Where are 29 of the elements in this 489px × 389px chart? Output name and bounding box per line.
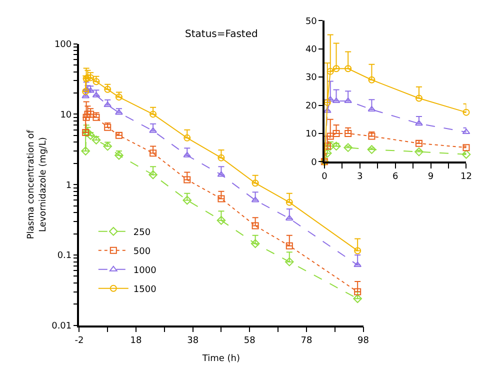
x-tick-label: 3 [357,172,363,182]
y-tick-label: 0.01 [52,322,72,332]
legend-label: 1000 [133,266,157,276]
legend-label: 1500 [133,284,157,295]
x-tick-label: 0 [322,172,328,182]
y-axis-title: Plasma concentration of Levornidazole (mg/L) [26,129,48,240]
y-tick-label: 10 [60,110,72,120]
y-tick-label: 10 [305,130,318,140]
legend-label: 500 [133,246,151,257]
y-tick-label: 1 [66,180,72,191]
chart-title: Status=Fasted [185,29,258,40]
x-tick-label: 78 [300,336,312,346]
x-tick-label: 6 [392,172,398,182]
x-tick-label: 9 [428,172,434,182]
x-tick-label: 58 [244,336,256,346]
x-axis-title: Time (h) [201,354,240,364]
y-tick-label: 20 [305,101,318,112]
y-tick-label: 0 [311,158,318,168]
y-tick-label: 40 [305,45,318,56]
x-tick-label: -2 [74,336,84,346]
x-tick-label: 18 [130,336,142,346]
y-tick-label: 50 [305,16,318,27]
x-tick-label: 38 [187,336,199,346]
y-tick-label: 0.1 [57,251,72,262]
y-tick-label: 100 [54,40,72,50]
y-tick-label: 30 [305,73,318,84]
legend-label: 250 [133,228,151,238]
x-tick-label: 12 [460,172,472,182]
x-tick-label: 98 [358,336,370,346]
